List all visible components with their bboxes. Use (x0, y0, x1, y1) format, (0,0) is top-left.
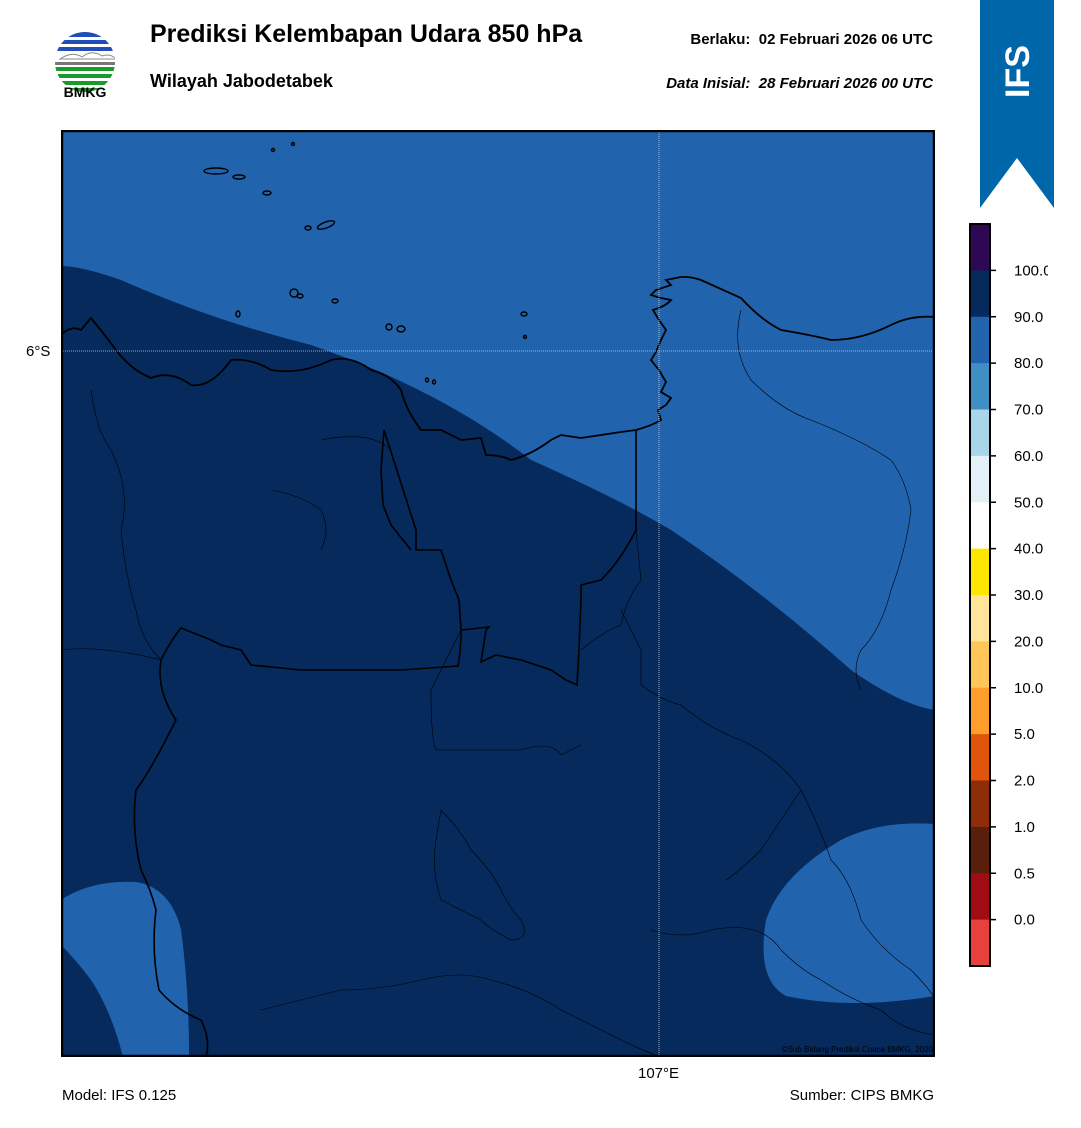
init-time-label: Data Inisial: (666, 75, 751, 92)
humidity-map: ©Sub Bidang Prediksi Cuaca BMKG, 2020 (61, 130, 935, 1057)
very-humid-corner (61, 945, 123, 1057)
colorbar-tick-label: 30.0 (1014, 587, 1043, 604)
colorbar-tick-label: 1.0 (1014, 819, 1035, 836)
banten-border (133, 659, 209, 1057)
source-label: Sumber: CIPS BMKG (789, 1087, 934, 1104)
colorbar-swatch (970, 734, 990, 781)
init-time-value: 28 Februari 2026 00 UTC (758, 75, 933, 92)
colorbar-tick-label: 100.0 (1014, 262, 1048, 279)
colorbar-tick-label: 0.5 (1014, 865, 1035, 882)
colorbar-frame (969, 223, 991, 967)
region-subtitle: Wilayah Jabodetabek (150, 71, 333, 91)
colorbar-swatch (970, 873, 990, 921)
colorbar-swatch (970, 270, 990, 318)
colorbar: 100.0 90.0 80.0 70.0 60.0 50.0 40.0 30.0 20.0 10.… (969, 223, 1048, 967)
colorbar-swatch (970, 641, 990, 689)
colorbar-tick-label: 5.0 (1014, 726, 1035, 743)
colorbar-tick-label: 2.0 (1014, 773, 1035, 790)
colorbar-swatch (970, 780, 990, 828)
coastline (61, 275, 935, 461)
bmkg-logo-icon (55, 32, 115, 92)
colorbar-swatch (970, 826, 990, 874)
map-copyright: ©Sub Bidang Prediksi Cuaca BMKG, 2020 (782, 1045, 934, 1054)
map-frame (61, 130, 935, 1057)
colorbar-swatch (970, 455, 990, 503)
colorbar-ticks: 100.0 90.0 80.0 70.0 60.0 50.0 40.0 30.0 20.0 10.… (990, 262, 1048, 929)
model-label: Model: IFS 0.125 (62, 1087, 177, 1104)
page-title: Prediksi Kelembapan Udara 850 hPa (150, 20, 583, 48)
colorbar-tick-label: 80.0 (1014, 355, 1043, 372)
lon-label: 107°E (638, 1065, 680, 1082)
lat-label: 6°S (26, 343, 51, 360)
colorbar-tick-label: 50.0 (1014, 494, 1043, 511)
ifs-ribbon-label-wrap: IFS (999, 45, 1037, 98)
colorbar-tick-label: 20.0 (1014, 633, 1043, 650)
valid-time-label: Berlaku: (690, 31, 751, 48)
colorbar-swatch (970, 595, 990, 642)
islands (203, 141, 528, 385)
ifs-ribbon-label: IFS (999, 45, 1037, 98)
valid-time: Berlaku: 02 Februari 2026 06 UTC (690, 31, 933, 48)
colorbar-swatch (970, 919, 990, 967)
colorbar-tick-label: 90.0 (1014, 309, 1043, 326)
colorbar-swatch (970, 502, 990, 550)
init-time: Data Inisial: 28 Februari 2026 00 UTC (666, 75, 933, 92)
colorbar-tick-label: 10.0 (1014, 680, 1043, 697)
colorbar-swatch (970, 548, 990, 596)
ifs-ribbon-icon (980, 0, 1054, 208)
colorbar-swatch (970, 363, 990, 410)
colorbar-tick-label: 60.0 (1014, 448, 1043, 465)
regency-borders (61, 309, 935, 1057)
bmkg-logo-text: BMKG (63, 84, 107, 100)
colorbar-swatch (970, 687, 990, 735)
colorbar-tick-label: 70.0 (1014, 402, 1043, 419)
colorbar-swatches (970, 224, 990, 967)
colorbar-swatch (970, 409, 990, 457)
colorbar-swatch (970, 316, 990, 364)
province-border (160, 429, 637, 687)
colorbar-tick-label: 0.0 (1014, 912, 1035, 929)
humid-blob-southwest (61, 881, 189, 1057)
valid-time-value: 02 Februari 2026 06 UTC (758, 31, 933, 48)
very-humid-field (61, 266, 935, 1057)
colorbar-tick-label: 40.0 (1014, 541, 1043, 558)
colorbar-swatch (970, 224, 990, 271)
